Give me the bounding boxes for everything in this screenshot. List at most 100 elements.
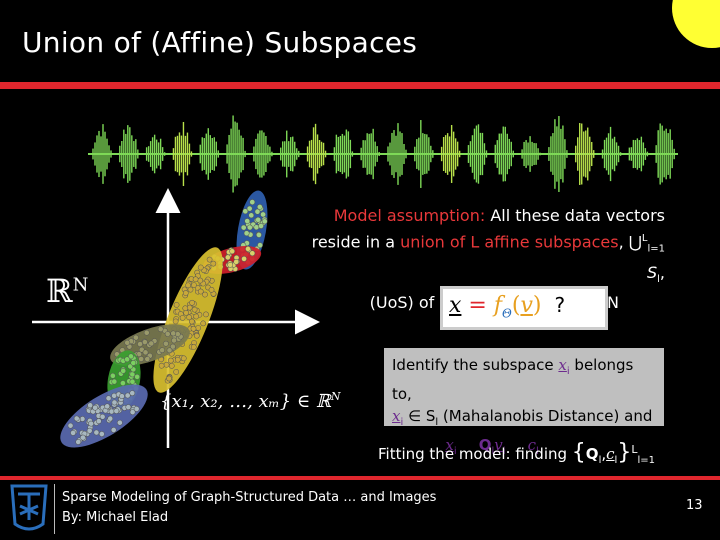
subspace-ellipse <box>153 247 223 393</box>
data-point <box>193 313 200 320</box>
data-point <box>256 232 262 238</box>
data-point <box>142 349 149 356</box>
identify-line-3: → xi = Qlvi + cl <box>428 436 539 457</box>
footer-divider <box>54 484 55 534</box>
model-line-1: Model assumption: All these data vectors <box>333 206 665 225</box>
data-point <box>158 362 165 369</box>
title-underline-bar <box>0 82 720 89</box>
data-point <box>128 353 134 360</box>
data-point <box>143 329 150 336</box>
data-vectors-set: {x₁, x₂, …, xₘ} ∈ ℝN <box>160 390 341 412</box>
data-point <box>166 375 172 382</box>
subspace-illustration <box>32 188 320 448</box>
data-point <box>111 378 118 385</box>
data-point <box>98 431 105 437</box>
data-point <box>86 427 93 434</box>
data-point <box>99 413 106 420</box>
data-point <box>189 299 195 306</box>
data-point <box>125 404 132 411</box>
data-point <box>159 347 165 354</box>
data-point <box>130 360 137 366</box>
data-point <box>260 211 266 218</box>
data-point <box>191 306 198 313</box>
data-point <box>124 339 131 346</box>
footer-line-1: Sparse Modeling of Graph-Structured Data… <box>62 490 437 505</box>
data-point <box>168 362 175 369</box>
data-point <box>110 427 117 433</box>
formula-box: x = fΘ(v) ? <box>440 286 608 330</box>
footer-credits: Sparse Modeling of Graph-Structured Data… <box>62 488 436 528</box>
data-point <box>173 369 180 375</box>
identify-line-2: xi ∈ Sl (Mahalanobis Distance) and <box>392 407 653 428</box>
data-point <box>93 429 100 436</box>
page-number: 13 <box>686 498 703 513</box>
data-point <box>246 224 253 231</box>
data-point <box>107 415 114 422</box>
audio-waveform <box>88 115 678 193</box>
data-point <box>167 357 174 364</box>
data-point <box>256 204 263 210</box>
data-point <box>182 290 189 296</box>
data-point <box>244 218 251 224</box>
data-point <box>172 318 179 325</box>
sun-decoration <box>672 0 720 48</box>
data-point <box>134 373 140 380</box>
data-point <box>197 264 204 271</box>
data-point <box>119 393 125 400</box>
data-point <box>193 332 200 339</box>
data-point <box>206 256 213 263</box>
data-point <box>242 208 249 215</box>
data-point <box>179 314 186 321</box>
data-point <box>245 246 251 252</box>
data-point <box>190 325 197 332</box>
data-point <box>227 261 234 268</box>
data-point <box>246 205 253 212</box>
data-point <box>208 286 215 293</box>
data-point <box>258 223 264 229</box>
data-point <box>229 248 236 255</box>
formula-equals: = <box>461 293 494 318</box>
data-point <box>254 208 261 215</box>
data-point <box>180 355 187 362</box>
data-point <box>185 282 191 289</box>
data-point <box>202 291 208 298</box>
data-point <box>133 334 139 341</box>
space-symbol: ℝN <box>46 272 89 310</box>
data-point <box>257 242 263 249</box>
data-point <box>73 415 80 422</box>
data-point <box>92 404 98 411</box>
data-point <box>157 326 164 332</box>
data-point <box>137 341 143 347</box>
subspace-cluster <box>153 247 223 393</box>
subspace-cluster <box>60 384 148 448</box>
data-point <box>124 356 130 363</box>
identify-subspace-box: Identify the subspace xi belongs to, xi … <box>384 348 664 457</box>
formula-question: ? <box>554 293 566 317</box>
data-point <box>243 230 250 237</box>
footer-bar <box>0 476 720 480</box>
data-point <box>187 286 194 293</box>
data-point <box>120 380 126 386</box>
technion-logo-icon <box>10 484 48 531</box>
data-point <box>80 434 86 441</box>
data-point <box>120 368 127 374</box>
data-point <box>148 340 155 347</box>
footer-line-2: By: Michael Elad <box>62 510 169 525</box>
data-point <box>191 282 197 288</box>
page-title: Union of (Affine) Subspaces <box>22 26 418 59</box>
formula-v: v <box>520 293 533 318</box>
data-point <box>224 254 231 261</box>
data-point <box>240 224 247 231</box>
data-point <box>173 302 180 308</box>
data-point <box>170 330 177 337</box>
data-point <box>104 403 110 410</box>
data-point <box>164 331 171 337</box>
data-point <box>75 439 82 445</box>
data-point <box>233 258 240 265</box>
data-point <box>195 325 202 331</box>
data-point <box>163 340 169 347</box>
data-point <box>87 402 94 409</box>
data-point <box>129 378 136 385</box>
data-point <box>144 356 151 362</box>
